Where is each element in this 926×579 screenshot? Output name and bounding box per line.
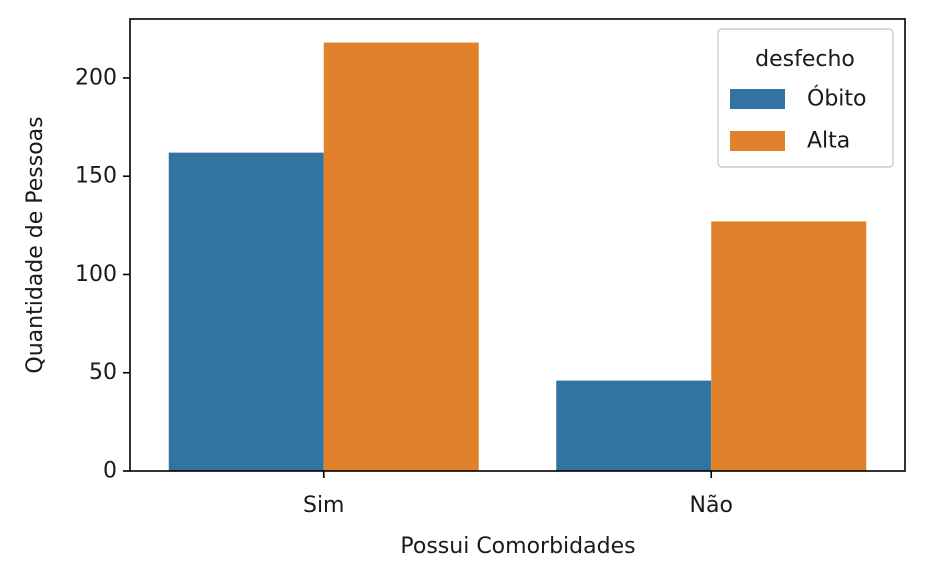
y-tick-label: 100 <box>75 262 117 287</box>
y-tick-label: 50 <box>89 360 117 385</box>
bars-layer <box>168 42 867 472</box>
legend-swatch-alta <box>730 131 785 151</box>
x-tick-label: Não <box>690 493 733 518</box>
y-tick-label: 150 <box>75 164 117 189</box>
legend-swatch-obito <box>730 89 785 109</box>
plot-frame <box>129 18 906 472</box>
legend-label-alta: Alta <box>807 129 850 154</box>
y-tick-label: 200 <box>75 65 117 90</box>
x-axis-label: Possui Comorbidades <box>400 534 635 559</box>
y-tick-label: 0 <box>103 459 117 484</box>
legend: desfecho Óbito Alta <box>717 28 894 168</box>
y-axis-label: Quantidade de Pessoas <box>23 116 48 373</box>
bar-alta-1 <box>711 221 867 471</box>
y-axis: 0 50 100 150 200 <box>75 65 130 484</box>
bar-obito-1 <box>556 380 712 471</box>
legend-title: desfecho <box>755 47 855 72</box>
legend-items: Óbito Alta <box>730 86 866 154</box>
x-tick-label: Sim <box>303 493 345 518</box>
x-axis: Sim Não <box>303 471 733 518</box>
bar-obito-0 <box>168 152 324 472</box>
bar-alta-0 <box>323 42 479 471</box>
legend-label-obito: Óbito <box>807 86 866 112</box>
